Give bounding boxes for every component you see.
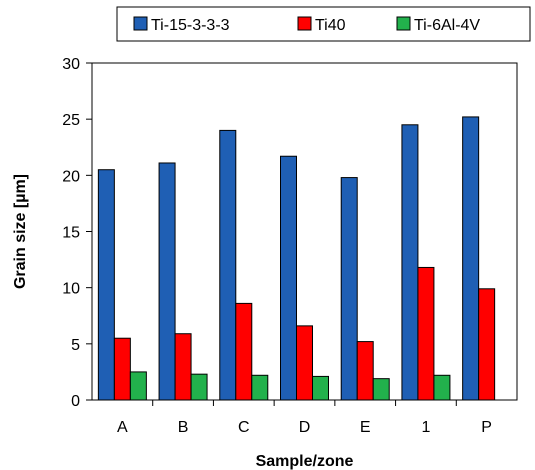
- bar-ti40-a: [113, 337, 131, 401]
- bar-ti-15-3-3-3-b: [158, 162, 176, 401]
- bar-ti40-c: [235, 302, 253, 401]
- x-tick-label: A: [117, 419, 128, 436]
- bar-ti-6al-4v-e: [372, 378, 390, 401]
- x-axis-title: Sample/zone: [256, 453, 354, 470]
- bar-ti-6al-4v-b: [190, 373, 208, 401]
- legend-swatch: [297, 16, 312, 31]
- x-tick-label: C: [238, 419, 250, 436]
- bar-ti40-p: [478, 288, 496, 401]
- bar-ti-15-3-3-3-a: [97, 169, 115, 401]
- x-tick-label: E: [360, 419, 371, 436]
- y-tick-label: 0: [71, 393, 80, 410]
- y-axis-title: Grain size [µm]: [12, 174, 29, 289]
- bar-ti-15-3-3-3-c: [219, 129, 237, 401]
- x-tick-label: D: [299, 419, 311, 436]
- bar-ti-6al-4v-a: [129, 371, 147, 401]
- x-tick-label: 1: [421, 419, 430, 436]
- y-tick-label: 30: [62, 56, 80, 73]
- x-tick-label: P: [481, 419, 492, 436]
- bar-ti40-d: [296, 325, 313, 401]
- y-tick-label: 10: [62, 281, 80, 298]
- legend: Ti-15-3-3-3 Ti40 Ti-6Al-4V: [116, 6, 531, 42]
- legend-label: Ti40: [315, 17, 346, 34]
- bar-ti-15-3-3-3-1: [401, 124, 419, 401]
- legend-label: Ti-6Al-4V: [414, 17, 480, 34]
- bar-ti40-e: [356, 341, 374, 401]
- x-tick-label: B: [178, 419, 189, 436]
- legend-swatch: [133, 16, 148, 31]
- bar-ti40-1: [417, 266, 435, 401]
- y-tick-label: 20: [62, 168, 80, 185]
- bar-ti-6al-4v-1: [433, 374, 451, 401]
- plot-area: 0 5 10 15 20 25 30 A B C D E 1 P: [62, 56, 518, 436]
- legend-box: [116, 6, 531, 42]
- bar-ti-15-3-3-3-d: [280, 155, 297, 401]
- bar-ti-15-3-3-3-e: [340, 177, 358, 401]
- y-tick-label: 15: [62, 225, 80, 242]
- y-tick-label: 5: [71, 337, 80, 354]
- bar-ti40-b: [174, 333, 192, 401]
- bar-ti-6al-4v-d: [312, 375, 329, 401]
- legend-swatch: [396, 16, 411, 31]
- y-tick-label: 25: [62, 112, 80, 129]
- bar-ti-6al-4v-c: [251, 374, 269, 401]
- legend-label: Ti-15-3-3-3: [151, 17, 230, 34]
- bar-ti-15-3-3-3-p: [462, 116, 480, 401]
